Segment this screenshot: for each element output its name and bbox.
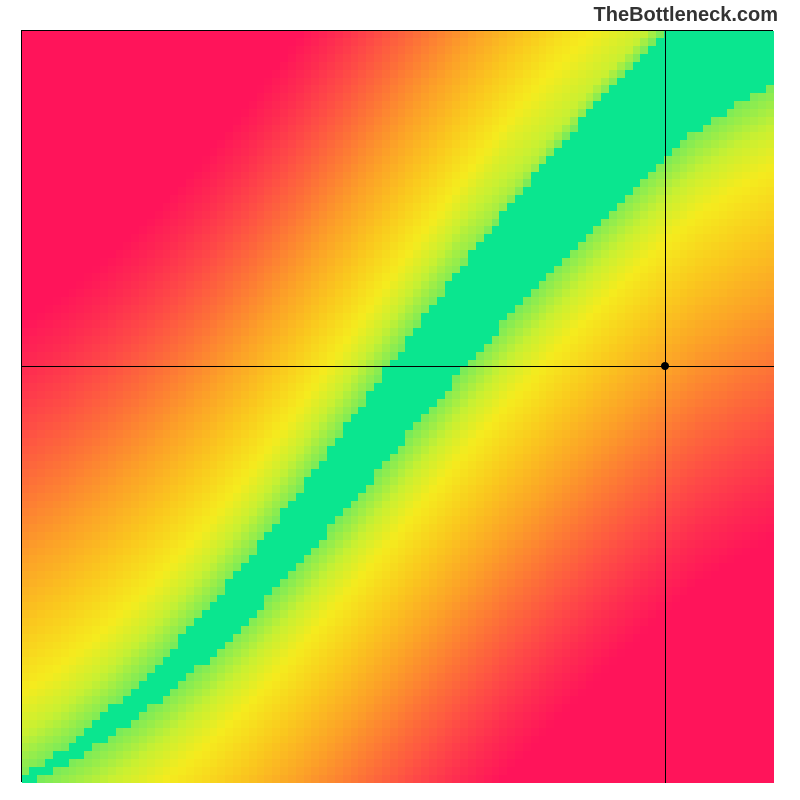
crosshair-vertical <box>665 31 666 783</box>
marker-point <box>661 362 669 370</box>
chart-container: TheBottleneck.com <box>0 0 800 800</box>
watermark-text: TheBottleneck.com <box>594 4 778 27</box>
plot-area <box>21 30 773 782</box>
heatmap-canvas <box>22 31 774 783</box>
